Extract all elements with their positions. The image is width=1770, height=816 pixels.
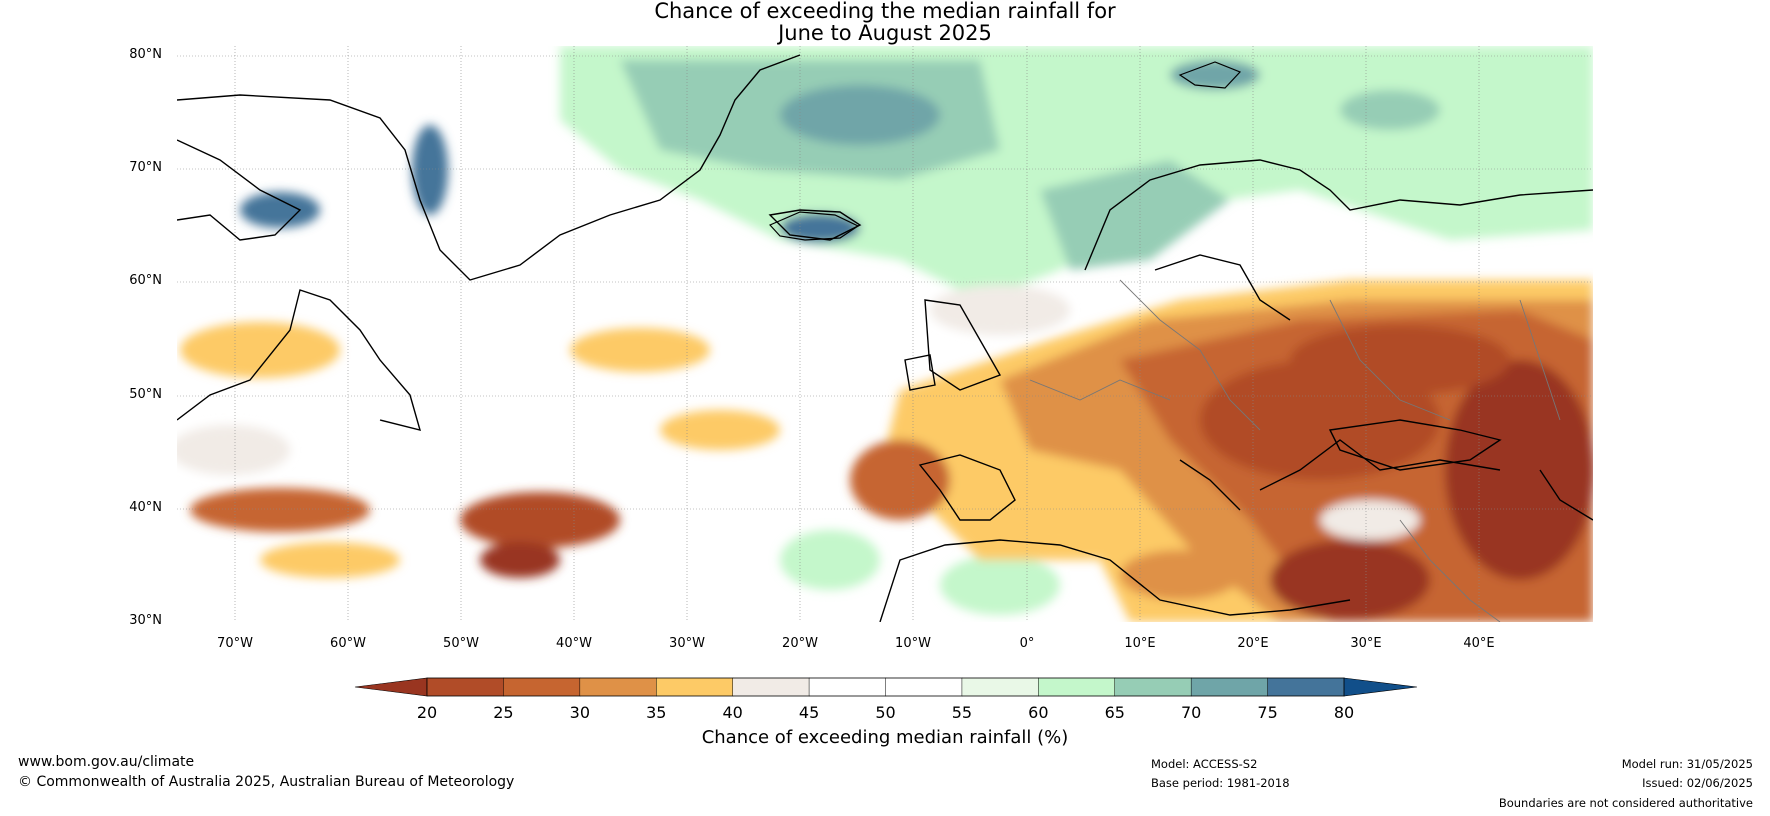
model-run-date: Model run: 31/05/2025 — [1621, 757, 1753, 771]
colorbar-cell — [1114, 677, 1192, 697]
map-title-line2: June to August 2025 — [778, 21, 992, 45]
colorbar-tick-label: 50 — [875, 703, 896, 722]
colorbar-tick-label: 40 — [722, 703, 743, 722]
colorbar-cell — [426, 677, 505, 697]
colorbar-cell — [885, 677, 963, 697]
lon-label: 0° — [1019, 636, 1035, 651]
colorbar-cell — [961, 677, 1040, 697]
colorbar — [354, 677, 1418, 697]
colorbar-cell — [732, 677, 810, 697]
lon-label: 10°E — [1124, 636, 1156, 651]
lat-label: 30°N — [129, 613, 162, 628]
colorbar-tick-label: 25 — [493, 703, 514, 722]
copyright-text: © Commonwealth of Australia 2025, Austra… — [18, 774, 515, 790]
colorbar-tick-label: 30 — [569, 703, 590, 722]
colorbar-cell — [503, 677, 581, 697]
lon-label: 20°E — [1237, 636, 1269, 651]
colorbar-cell — [1190, 677, 1269, 697]
model-name: Model: ACCESS-S2 — [1151, 757, 1258, 771]
colorbar-tick-label: 20 — [416, 703, 438, 722]
colorbar-title: Chance of exceeding median rainfall (%) — [701, 727, 1069, 748]
lon-label: 40°E — [1463, 636, 1495, 651]
colorbar-cell — [656, 677, 734, 697]
graticule — [177, 46, 1593, 622]
issued-date: Issued: 02/06/2025 — [1642, 776, 1753, 790]
colorbar-tick-label: 75 — [1257, 703, 1278, 722]
colorbar-tick-label: 70 — [1180, 703, 1202, 722]
lon-label: 10°W — [895, 636, 931, 651]
colorbar-tick-label: 65 — [1104, 703, 1125, 722]
colorbar-cell — [1038, 677, 1116, 697]
lon-label: 50°W — [443, 636, 479, 651]
colorbar-tick-label: 80 — [1333, 703, 1355, 722]
map-title-line1: Chance of exceeding the median rainfall … — [654, 0, 1116, 23]
lat-label: 80°N — [129, 47, 162, 62]
lon-label: 30°W — [669, 636, 705, 651]
map-plot-area — [177, 46, 1593, 622]
colorbar-tick-label: 35 — [646, 703, 667, 722]
website-link[interactable]: www.bom.gov.au/climate — [18, 754, 195, 770]
colorbar-tick-label: 45 — [798, 703, 820, 722]
lat-label: 40°N — [129, 500, 162, 515]
lat-label: 70°N — [129, 160, 162, 175]
lat-label: 60°N — [129, 273, 162, 288]
colorbar-tick-label: 60 — [1028, 703, 1049, 722]
lon-label: 20°W — [782, 636, 818, 651]
lon-label: 70°W — [217, 636, 253, 651]
borders — [1029, 279, 1561, 622]
colorbar-cell — [579, 677, 657, 697]
base-period: Base period: 1981-2018 — [1151, 776, 1290, 790]
lat-label: 50°N — [129, 387, 162, 402]
colorbar-cell — [808, 677, 887, 697]
lon-label: 60°W — [330, 636, 366, 651]
islands — [768, 61, 1242, 241]
disclaimer-text: Boundaries are not considered authoritat… — [1498, 796, 1753, 810]
coastlines — [177, 54, 1593, 622]
colorbar-cell — [1267, 677, 1345, 697]
lon-label: 40°W — [556, 636, 592, 651]
rainfall-probability-field — [177, 46, 1593, 622]
lon-label: 30°E — [1350, 636, 1382, 651]
colorbar-tick-label: 55 — [951, 703, 973, 722]
